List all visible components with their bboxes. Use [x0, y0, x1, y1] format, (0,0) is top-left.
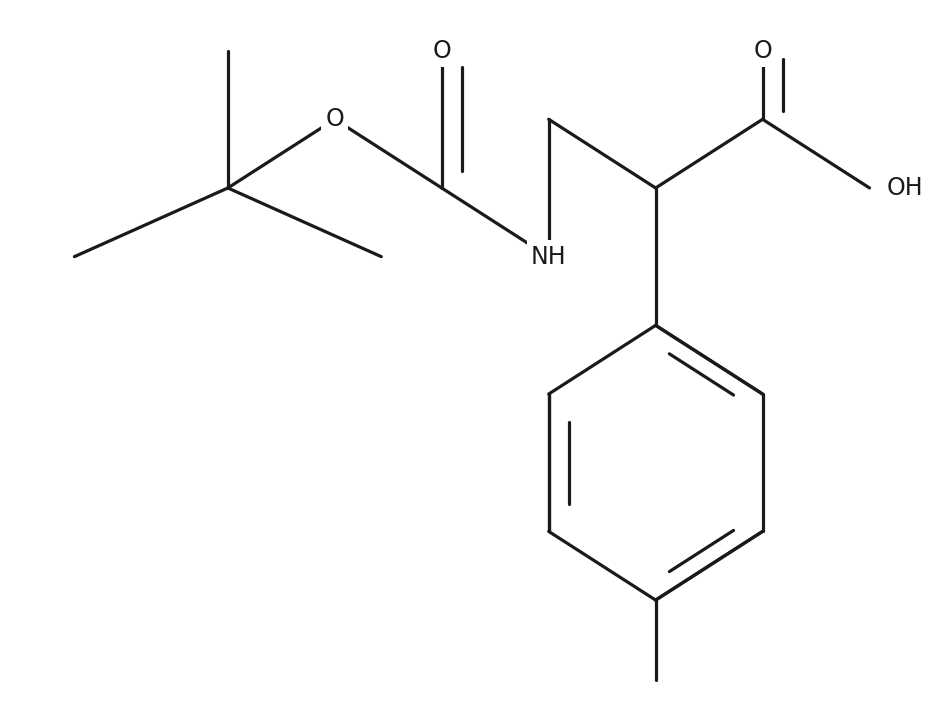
- Text: O: O: [326, 107, 344, 132]
- Text: O: O: [432, 38, 451, 63]
- Text: O: O: [753, 38, 772, 63]
- Text: OH: OH: [886, 176, 923, 200]
- Text: NH: NH: [531, 244, 566, 269]
